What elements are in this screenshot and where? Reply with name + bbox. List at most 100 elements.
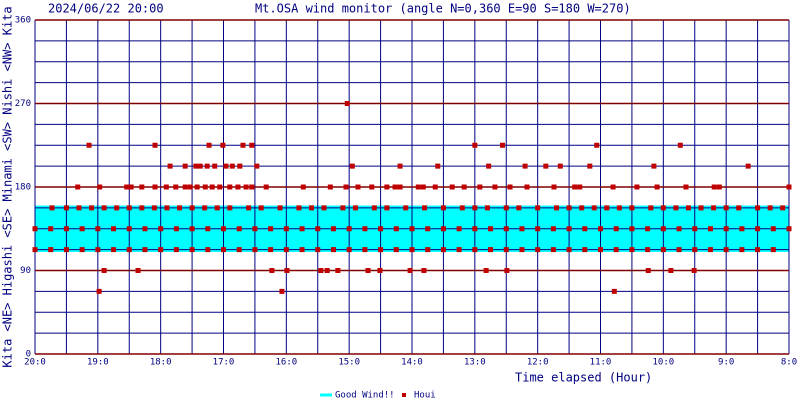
data-point bbox=[349, 163, 355, 169]
data-point bbox=[330, 247, 336, 253]
data-point bbox=[780, 205, 786, 211]
data-point bbox=[362, 226, 368, 232]
data-point bbox=[654, 184, 660, 190]
data-point bbox=[461, 184, 467, 190]
data-point bbox=[611, 288, 617, 294]
data-point bbox=[193, 163, 199, 169]
data-point bbox=[723, 247, 729, 253]
data-point bbox=[707, 226, 713, 232]
data-point bbox=[488, 247, 494, 253]
chart-title: Mt.OSA wind monitor (angle N=0,360 E=90 … bbox=[255, 2, 631, 16]
data-point bbox=[519, 226, 525, 232]
data-point bbox=[550, 247, 556, 253]
x-tick-label: 9:0 bbox=[718, 358, 734, 368]
data-point bbox=[75, 184, 81, 190]
data-point bbox=[249, 184, 255, 190]
data-point bbox=[101, 205, 107, 211]
data-point bbox=[507, 184, 513, 190]
x-tick-label: 15:0 bbox=[338, 358, 360, 368]
data-point bbox=[711, 184, 717, 190]
data-point bbox=[648, 205, 654, 211]
y-tick-label: 0 bbox=[26, 350, 31, 360]
data-point bbox=[223, 163, 229, 169]
data-point bbox=[393, 247, 399, 253]
data-point bbox=[543, 163, 549, 169]
data-point bbox=[393, 226, 399, 232]
data-point bbox=[440, 247, 446, 253]
data-point bbox=[340, 205, 346, 211]
data-point bbox=[96, 288, 102, 294]
data-point bbox=[755, 205, 761, 211]
data-point bbox=[252, 226, 258, 232]
data-point bbox=[237, 163, 243, 169]
data-point bbox=[378, 226, 384, 232]
legend-label: Good Wind!! bbox=[335, 391, 395, 400]
data-point bbox=[321, 205, 327, 211]
data-point bbox=[440, 205, 446, 211]
data-point bbox=[263, 184, 269, 190]
data-point bbox=[723, 226, 729, 232]
x-tick-label: 13:0 bbox=[464, 358, 486, 368]
data-point bbox=[676, 226, 682, 232]
data-point bbox=[723, 205, 729, 211]
data-point bbox=[214, 205, 220, 211]
data-point bbox=[177, 205, 183, 211]
data-point bbox=[124, 184, 130, 190]
data-point bbox=[692, 247, 698, 253]
data-point bbox=[279, 288, 285, 294]
data-point bbox=[197, 163, 203, 169]
data-point bbox=[151, 205, 157, 211]
data-point bbox=[369, 184, 375, 190]
data-point bbox=[651, 163, 657, 169]
data-point bbox=[167, 163, 173, 169]
data-point bbox=[587, 163, 593, 169]
data-point bbox=[76, 205, 82, 211]
x-tick-label: 18:0 bbox=[150, 358, 172, 368]
data-point bbox=[522, 163, 528, 169]
data-point bbox=[268, 247, 274, 253]
data-point bbox=[554, 205, 560, 211]
data-point bbox=[492, 184, 498, 190]
data-point bbox=[283, 226, 289, 232]
data-point bbox=[392, 184, 398, 190]
data-point bbox=[739, 226, 745, 232]
data-point bbox=[516, 205, 522, 211]
data-point bbox=[707, 247, 713, 253]
data-point bbox=[377, 268, 383, 273]
y-side-label: Kita <NE> Higashi <SE> Minami <SW> Nishi… bbox=[1, 6, 15, 367]
data-point bbox=[739, 247, 745, 253]
data-point bbox=[449, 184, 455, 190]
y-tick-label: 270 bbox=[15, 99, 31, 109]
x-tick-label: 8:0 bbox=[781, 358, 797, 368]
data-point bbox=[335, 268, 341, 273]
data-point bbox=[409, 226, 415, 232]
x-tick-label: 16:0 bbox=[275, 358, 297, 368]
data-point bbox=[645, 268, 651, 273]
data-point bbox=[128, 184, 134, 190]
data-point bbox=[182, 163, 188, 169]
data-point bbox=[152, 184, 158, 190]
x-tick-label: 14:0 bbox=[401, 358, 423, 368]
data-point bbox=[524, 184, 530, 190]
data-point bbox=[173, 247, 179, 253]
data-point bbox=[48, 226, 54, 232]
y-tick-label: 90 bbox=[20, 266, 31, 276]
data-point bbox=[691, 268, 697, 273]
data-point bbox=[673, 205, 679, 211]
legend-label: Houi bbox=[414, 391, 436, 400]
data-point bbox=[277, 205, 283, 211]
data-point bbox=[660, 226, 666, 232]
data-point bbox=[158, 226, 164, 232]
data-point bbox=[365, 268, 371, 273]
x-axis-title: Time elapsed (Hour) bbox=[515, 371, 652, 385]
data-point bbox=[355, 184, 361, 190]
data-point bbox=[327, 184, 333, 190]
data-point bbox=[299, 247, 305, 253]
data-point bbox=[212, 163, 218, 169]
x-tick-label: 10:0 bbox=[652, 358, 674, 368]
data-point bbox=[240, 142, 246, 148]
data-point bbox=[227, 184, 233, 190]
data-point bbox=[63, 226, 69, 232]
data-point bbox=[767, 205, 773, 211]
